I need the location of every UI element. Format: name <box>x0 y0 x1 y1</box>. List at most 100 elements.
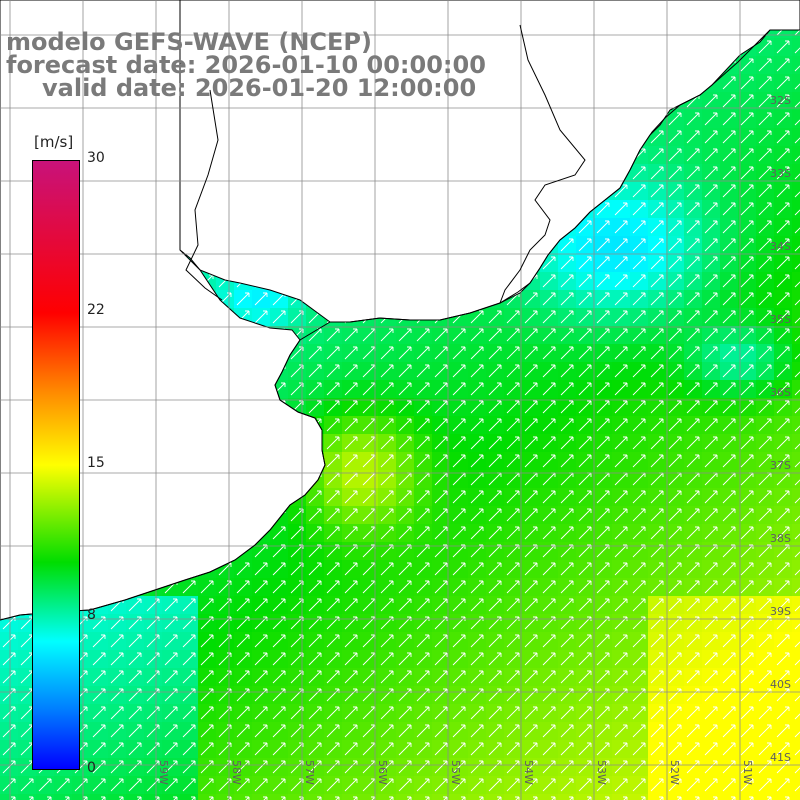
wind-arrow <box>488 418 502 432</box>
wind-arrow <box>740 256 754 270</box>
wind-arrow <box>578 346 592 360</box>
wind-arrow <box>794 371 800 378</box>
wind-arrow <box>794 245 800 252</box>
wind-speed-cell <box>792 254 800 273</box>
wind-arrow <box>308 724 322 738</box>
wind-arrow <box>488 724 502 738</box>
wind-arrow <box>758 724 772 738</box>
wind-arrow <box>668 382 682 396</box>
wind-arrow <box>776 706 790 720</box>
wind-arrow <box>551 796 556 800</box>
wind-arrow <box>38 778 52 792</box>
wind-arrow <box>704 94 718 108</box>
wind-arrow <box>632 436 646 450</box>
wind-arrow <box>434 652 448 666</box>
colorbar-tick-30: 30 <box>87 150 105 166</box>
wind-arrow <box>740 652 754 666</box>
wind-speed-cell <box>342 794 361 800</box>
wind-arrow <box>398 778 412 792</box>
wind-arrow <box>668 490 682 504</box>
wind-arrow <box>794 191 800 198</box>
wind-arrow <box>632 346 646 360</box>
wind-arrow <box>470 724 484 738</box>
wind-arrow <box>380 508 394 522</box>
wind-arrow <box>794 101 800 108</box>
wind-arrow <box>506 580 520 594</box>
wind-arrow <box>560 364 574 378</box>
wind-arrow <box>686 652 700 666</box>
wind-arrow <box>596 202 610 216</box>
wind-speed-cell <box>792 722 800 741</box>
wind-arrow <box>578 526 592 540</box>
wind-arrow <box>308 760 322 774</box>
wind-arrow <box>794 335 800 342</box>
wind-speed-cell <box>414 794 433 800</box>
wind-arrow <box>776 220 790 234</box>
wind-arrow <box>236 760 250 774</box>
wind-arrow <box>452 400 466 414</box>
wind-arrow <box>560 526 574 540</box>
wind-arrow <box>452 652 466 666</box>
wind-arrow <box>758 526 772 540</box>
wind-arrow <box>722 148 736 162</box>
longitude-label: 56W <box>376 760 389 785</box>
wind-arrow <box>578 724 592 738</box>
wind-arrow <box>740 58 754 72</box>
wind-arrow <box>632 238 646 252</box>
wind-arrow <box>713 796 718 800</box>
wind-arrow <box>704 490 718 504</box>
wind-arrow <box>668 706 682 720</box>
wind-arrow <box>650 238 664 252</box>
wind-arrow <box>740 508 754 522</box>
longitude-label: 52W <box>668 760 681 785</box>
wind-arrow <box>326 382 340 396</box>
wind-arrow <box>470 310 484 324</box>
wind-speed-cell <box>792 560 800 579</box>
wind-arrow <box>515 796 520 800</box>
wind-arrow <box>524 400 538 414</box>
wind-arrow <box>722 562 736 576</box>
wind-arrow <box>434 508 448 522</box>
wind-arrow <box>650 562 664 576</box>
wind-arrow <box>20 778 34 792</box>
wind-arrow <box>650 598 664 612</box>
wind-arrow <box>758 778 772 792</box>
wind-arrow <box>578 562 592 576</box>
colorbar <box>32 160 80 770</box>
wind-arrow <box>632 220 646 234</box>
wind-arrow <box>560 670 574 684</box>
wind-arrow <box>704 652 718 666</box>
wind-arrow <box>452 742 466 756</box>
wind-arrow <box>326 490 340 504</box>
wind-arrow <box>506 382 520 396</box>
wind-arrow <box>650 328 664 342</box>
wind-arrow <box>308 508 322 522</box>
wind-arrow <box>308 706 322 720</box>
wind-arrow <box>614 490 628 504</box>
wind-arrow <box>758 670 772 684</box>
wind-arrow <box>740 238 754 252</box>
wind-arrow <box>578 400 592 414</box>
wind-arrow <box>578 454 592 468</box>
wind-arrow <box>488 760 502 774</box>
wind-arrow <box>380 598 394 612</box>
wind-arrow <box>794 425 800 432</box>
wind-arrow <box>272 562 286 576</box>
wind-arrow <box>164 652 178 666</box>
wind-speed-cell <box>0 794 19 800</box>
wind-arrow <box>434 742 448 756</box>
wind-arrow <box>470 490 484 504</box>
wind-arrow <box>794 767 800 774</box>
wind-arrow <box>578 598 592 612</box>
wind-arrow <box>416 580 430 594</box>
wind-arrow <box>704 364 718 378</box>
wind-arrow <box>740 436 754 450</box>
wind-arrow <box>380 670 394 684</box>
wind-arrow <box>578 490 592 504</box>
wind-arrow <box>380 706 394 720</box>
wind-arrow <box>308 526 322 540</box>
wind-arrow <box>110 652 124 666</box>
wind-arrow <box>308 742 322 756</box>
wind-arrow <box>236 292 250 306</box>
